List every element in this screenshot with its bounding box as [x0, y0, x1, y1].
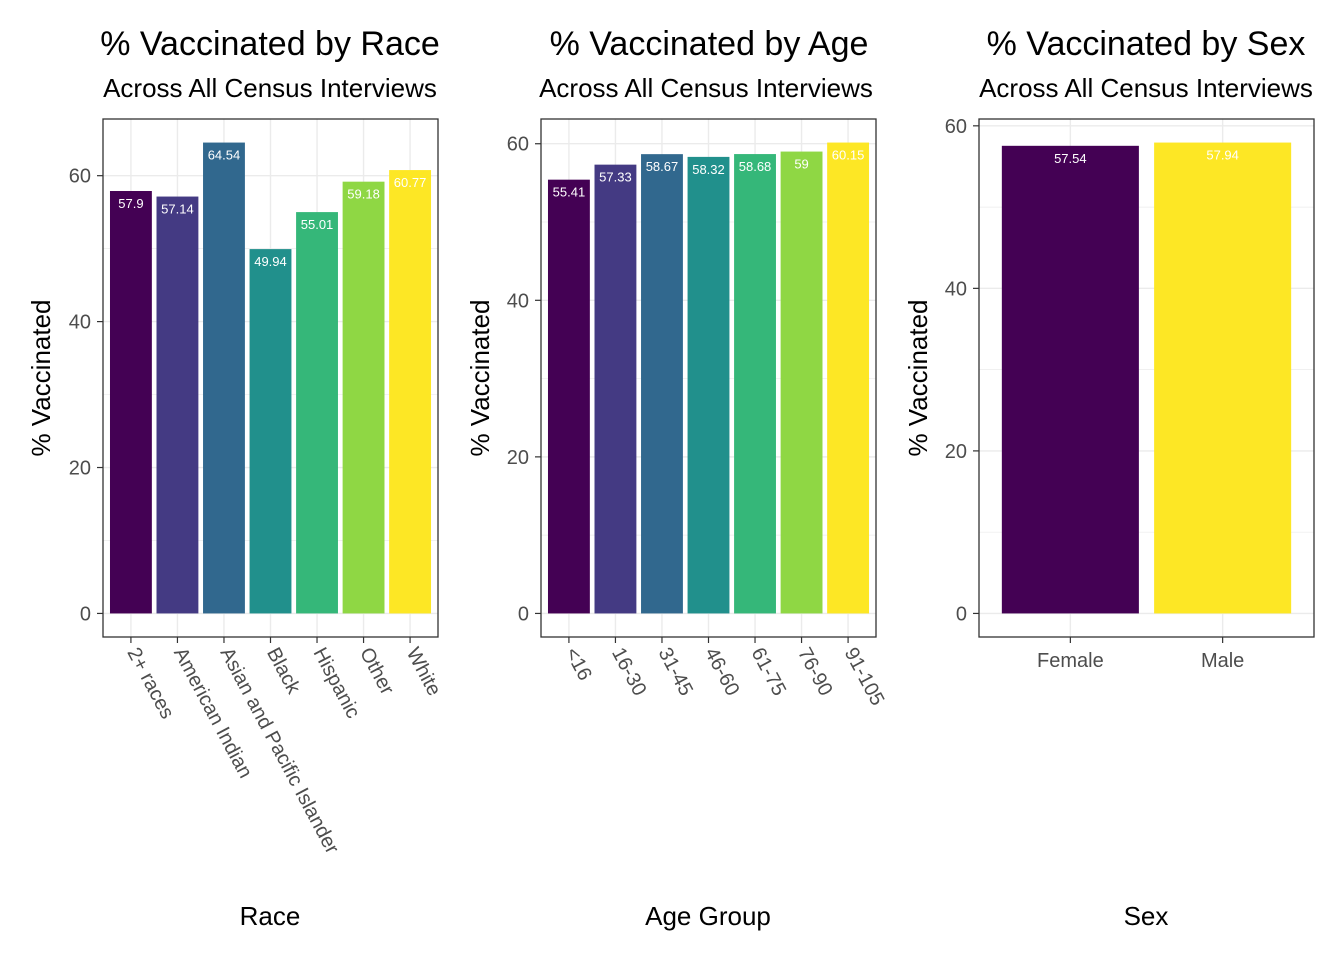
bar-value-label: 60.77 [394, 175, 427, 190]
y-axis: 0 20 40 60 [945, 116, 979, 625]
chart-subtitle: Across All Census Interviews [539, 73, 873, 103]
y-tick-label: 0 [518, 603, 529, 625]
y-axis: 0 20 40 60 [69, 166, 103, 625]
bars [547, 142, 870, 614]
x-tick-label: 61-75 [747, 644, 790, 699]
x-tick-label: 91-105 [840, 644, 889, 709]
chart-race: % Vaccinated by Race Across All Census I… [26, 25, 445, 931]
y-tick-label: 60 [69, 166, 91, 188]
data-labels: 57.54 57.94 [1054, 148, 1239, 166]
bar [1154, 142, 1292, 614]
x-tick-label: 76-90 [793, 644, 836, 699]
y-tick-label: 20 [945, 441, 967, 463]
bar-value-label: 55.01 [301, 217, 334, 232]
bar [827, 142, 870, 614]
bar-value-label: 64.54 [208, 148, 241, 163]
bars [109, 142, 432, 614]
chart-sex: % Vaccinated by Sex Across All Census In… [903, 25, 1315, 931]
x-tick-label: 46-60 [700, 644, 743, 699]
data-labels: 55.41 57.33 58.67 58.32 58.68 59 60.15 [553, 148, 865, 200]
x-axis-title: Age Group [645, 901, 771, 931]
x-tick-label: Hispanic [309, 644, 364, 722]
bar [342, 181, 385, 614]
bar-value-label: 57.94 [1206, 148, 1239, 163]
y-tick-label: 0 [80, 603, 91, 625]
bar-value-label: 57.33 [599, 170, 632, 185]
panel-border [978, 118, 1315, 638]
bar-value-label: 49.94 [254, 254, 287, 269]
y-tick-label: 40 [507, 290, 529, 312]
x-axis-title: Race [240, 901, 301, 931]
bar-value-label: 58.68 [739, 159, 772, 174]
bar [594, 164, 637, 614]
x-tick-label: White [402, 644, 445, 699]
y-tick-label: 40 [945, 278, 967, 300]
bar-value-label: 57.9 [118, 196, 143, 211]
y-tick-label: 20 [69, 458, 91, 480]
y-axis-title: % Vaccinated [26, 299, 56, 456]
x-tick-label: Black [262, 644, 305, 698]
bar [296, 212, 338, 614]
y-axis: 0 20 40 60 [507, 134, 541, 625]
x-axis-title: Sex [1124, 901, 1169, 931]
y-axis-title: % Vaccinated [903, 299, 933, 456]
y-tick-label: 40 [69, 312, 91, 334]
x-tick-label: <16 [561, 644, 596, 684]
chart-title: % Vaccinated by Race [100, 25, 440, 63]
bar [687, 156, 730, 614]
y-tick-label: 60 [945, 116, 967, 138]
chart-subtitle: Across All Census Interviews [103, 73, 437, 103]
x-tick-label: Other [355, 644, 398, 699]
bar [109, 191, 152, 614]
bar-value-label: 57.54 [1054, 151, 1087, 166]
bar [389, 170, 432, 614]
bar [203, 142, 245, 614]
y-tick-label: 20 [507, 447, 529, 469]
bar [1001, 145, 1139, 614]
bar-value-label: 55.41 [553, 185, 586, 200]
bar [249, 249, 292, 614]
chart-title: % Vaccinated by Sex [987, 25, 1306, 63]
bar-value-label: 58.32 [692, 162, 725, 177]
bars [1001, 142, 1292, 614]
chart-subtitle: Across All Census Interviews [979, 73, 1313, 103]
x-tick-label: 16-30 [607, 644, 650, 699]
y-axis-title: % Vaccinated [465, 299, 495, 456]
x-tick-label: Male [1201, 650, 1244, 672]
x-tick-label: Female [1037, 650, 1104, 672]
chart-title: % Vaccinated by Age [550, 25, 869, 63]
bar-value-label: 59 [794, 157, 808, 172]
x-tick-label: 31-45 [654, 644, 697, 699]
data-labels: 57.9 57.14 64.54 49.94 55.01 59.18 60.77 [118, 148, 426, 270]
y-tick-label: 0 [956, 603, 967, 625]
bar [156, 196, 199, 614]
bar [641, 154, 683, 614]
x-axis: <16 16-30 31-45 46-60 61-75 76-90 91-105 [561, 637, 889, 709]
bar [780, 151, 823, 614]
bar-value-label: 59.18 [347, 187, 380, 202]
bar-value-label: 60.15 [832, 148, 865, 163]
x-axis: Female Male [1037, 637, 1244, 672]
y-tick-label: 60 [507, 134, 529, 156]
bar [547, 179, 590, 614]
chart-age: % Vaccinated by Age Across All Census In… [465, 25, 888, 931]
bar [734, 154, 776, 614]
bar-value-label: 57.14 [161, 202, 194, 217]
bar-value-label: 58.67 [646, 159, 679, 174]
